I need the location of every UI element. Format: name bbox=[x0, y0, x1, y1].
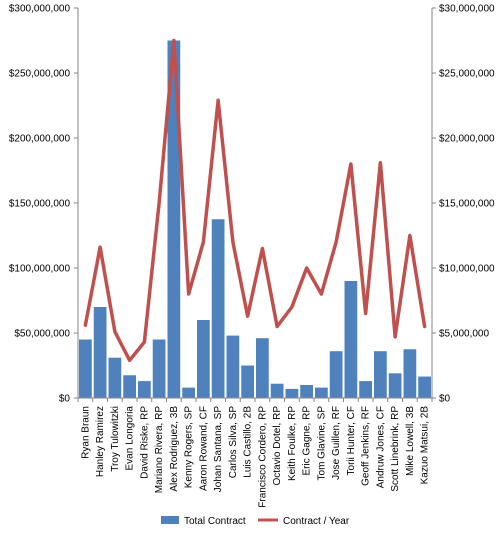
bar bbox=[359, 381, 372, 398]
bar bbox=[300, 385, 313, 398]
bar bbox=[108, 357, 122, 398]
x-tick-label: Carlos Silva, SP bbox=[228, 406, 239, 479]
x-tick-label: Jose Guillen, RF bbox=[331, 406, 342, 480]
bar bbox=[182, 387, 195, 398]
left-tick-label: $300,000,000 bbox=[9, 4, 71, 15]
legend-label-contract-per-year: Contract / Year bbox=[283, 516, 350, 527]
left-tick-label: $200,000,000 bbox=[9, 134, 71, 145]
right-tick-label: $30,000,000 bbox=[439, 4, 495, 15]
bar bbox=[315, 387, 328, 398]
bar bbox=[374, 351, 387, 398]
bar bbox=[329, 351, 343, 398]
bar-series bbox=[79, 40, 431, 398]
bar bbox=[270, 383, 284, 398]
bar bbox=[211, 219, 225, 398]
line-series bbox=[83, 38, 427, 363]
x-tick-label: Eric Gagne, RP bbox=[302, 406, 313, 476]
left-tick-label: $0 bbox=[59, 394, 71, 405]
bar bbox=[197, 320, 210, 398]
x-tick-label: Evan Longoria bbox=[125, 406, 136, 471]
bar bbox=[418, 376, 431, 398]
x-tick-label: Aaron Rowand, CF bbox=[198, 406, 209, 491]
bar bbox=[285, 388, 299, 398]
right-axis-ticks: $0 $5,000,000 $10,000,000 $15,000,000 $20,00… bbox=[432, 4, 495, 405]
bar bbox=[344, 281, 358, 398]
right-tick-label: $10,000,000 bbox=[439, 264, 495, 275]
x-tick-label: Keith Foulke, RP bbox=[287, 406, 298, 481]
bar bbox=[403, 349, 417, 398]
x-tick-label: Johan Santana, SP bbox=[213, 406, 224, 493]
axes bbox=[77, 8, 433, 399]
x-tick-label: Torii Hunter, CF bbox=[346, 406, 357, 475]
x-tick-label: Kazuo Matsui, 2B bbox=[420, 406, 431, 485]
x-tick-label: Alex Rodriguez, 3B bbox=[169, 406, 180, 492]
x-tick-label: Geoff Jenkins, RF bbox=[361, 406, 372, 486]
x-tick-label: Scott Linebrink, RP bbox=[390, 406, 401, 492]
x-tick-label: Luis Castillo, 2B bbox=[243, 406, 254, 478]
x-tick-label: Mariano Rivera, RP bbox=[154, 406, 165, 494]
x-tick-label: Hanley Ramirez bbox=[95, 406, 106, 477]
bar bbox=[388, 373, 402, 398]
right-tick-label: $5,000,000 bbox=[439, 329, 489, 340]
bar bbox=[241, 365, 254, 398]
bar bbox=[167, 40, 181, 398]
x-tick-label: Tom Glavine, SP bbox=[316, 406, 327, 481]
left-tick-label: $100,000,000 bbox=[9, 264, 71, 275]
legend-label-total-contract: Total Contract bbox=[184, 516, 246, 527]
left-tick-label: $150,000,000 bbox=[9, 199, 71, 210]
bar bbox=[152, 339, 166, 398]
bar bbox=[256, 338, 269, 398]
bar bbox=[93, 307, 107, 398]
bar bbox=[226, 335, 240, 398]
x-tick-label: Francisco Cordero, RP bbox=[257, 406, 268, 508]
x-tick-label: David Riske, RP bbox=[139, 406, 150, 479]
legend-swatch-total-contract bbox=[161, 516, 179, 524]
left-tick-label: $250,000,000 bbox=[9, 69, 71, 80]
line-contract-per-year bbox=[83, 38, 427, 363]
x-tick-label: Troy Tulowitzki bbox=[110, 406, 121, 472]
x-tick-label: Kenny Rogers, SP bbox=[184, 406, 195, 489]
left-tick-label: $50,000,000 bbox=[14, 329, 70, 340]
x-tick-label: Ryan Braun bbox=[80, 406, 91, 459]
right-tick-label: $20,000,000 bbox=[439, 134, 495, 145]
x-tick-label: Andruw Jones, CF bbox=[375, 406, 386, 488]
bar bbox=[123, 375, 136, 398]
right-tick-label: $25,000,000 bbox=[439, 69, 495, 80]
x-axis-labels: Ryan Braun Hanley Ramirez Troy Tulowitzki E… bbox=[77, 398, 433, 508]
x-tick-label: Mike Lowell, 3B bbox=[405, 406, 416, 476]
right-tick-label: $15,000,000 bbox=[439, 199, 495, 210]
bar bbox=[138, 381, 151, 398]
right-tick-label: $0 bbox=[439, 394, 451, 405]
bar bbox=[79, 339, 92, 398]
x-tick-label: Octavio Dotel, RP bbox=[272, 406, 283, 486]
left-axis-ticks: $0 $50,000,000 $100,000,000 $150,000,000 $20… bbox=[9, 4, 78, 405]
legend: Total Contract Contract / Year bbox=[161, 516, 350, 527]
